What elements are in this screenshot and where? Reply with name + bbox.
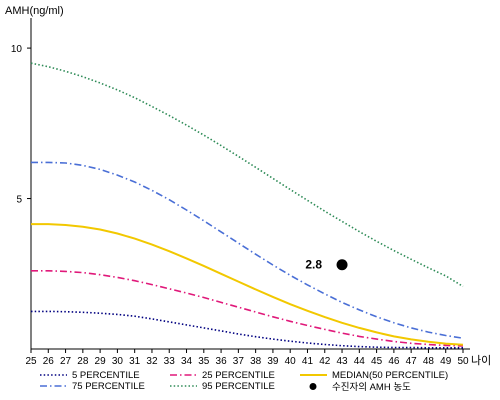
x-tick-label: 44 [354, 356, 366, 367]
x-tick-label: 43 [336, 356, 348, 367]
x-tick-label: 48 [423, 356, 435, 367]
x-tick-label: 47 [406, 356, 418, 367]
subject-point-group: 2.8 [305, 258, 348, 272]
x-tick-label: 38 [250, 356, 262, 367]
subject-amh-value-label: 2.8 [305, 258, 322, 272]
x-ticks: 25 26 27 28 29 30 31 32 33 34 35 36 37 38 39 40 41 42 43 44… [25, 349, 469, 367]
y-ticks: 5 10 [11, 44, 31, 206]
x-tick-label: 37 [233, 356, 245, 367]
legend-label-5: 95 PERCENTILE [202, 381, 275, 392]
x-tick-label: 41 [302, 356, 314, 367]
x-tick-label: 31 [129, 356, 141, 367]
series-lines [30, 62, 464, 349]
x-tick-label: 50 [457, 356, 469, 367]
x-tick-label: 40 [285, 356, 297, 367]
series-line-3 [31, 223, 464, 346]
x-tick-label: 45 [371, 356, 383, 367]
x-tick-label: 28 [77, 356, 89, 367]
y-tick-label: 5 [16, 195, 22, 206]
x-tick-label: 42 [319, 356, 331, 367]
x-tick-label: 35 [198, 356, 210, 367]
legend-point-label: 수진자의 AMH 농도 [332, 382, 411, 393]
x-tick-label: 26 [43, 356, 55, 367]
legend-label-3: MEDIAN(50 PERCENTILE) [332, 370, 448, 381]
x-tick-label: 32 [146, 356, 158, 367]
x-tick-label: 36 [216, 356, 228, 367]
x-tick-label: 27 [60, 356, 72, 367]
x-axis-title: 나이 [471, 354, 491, 367]
x-tick-label: 25 [25, 356, 37, 367]
x-tick-label: 29 [95, 356, 107, 367]
legend-point-marker [309, 383, 317, 390]
x-tick-label: 49 [440, 356, 452, 367]
legend-label-1: 5 PERCENTILE [72, 370, 140, 381]
subject-amh-point [336, 259, 348, 271]
x-tick-label: 46 [388, 356, 400, 367]
series-line-2 [31, 269, 464, 347]
legend-label-2: 25 PERCENTILE [202, 370, 275, 381]
y-tick-label: 10 [11, 44, 23, 55]
x-tick-label: 30 [112, 356, 124, 367]
series-line-1 [31, 310, 463, 349]
series-line-5 [30, 62, 464, 288]
x-tick-label: 33 [164, 356, 176, 367]
y-axis-title: AMH(ng/ml) [5, 5, 64, 17]
series-line-4 [31, 161, 464, 339]
x-tick-label: 34 [181, 356, 193, 367]
axes: AMH(ng/ml) 나이 [5, 5, 491, 367]
x-tick-label: 39 [267, 356, 279, 367]
legend-label-4: 75 PERCENTILE [72, 381, 145, 392]
